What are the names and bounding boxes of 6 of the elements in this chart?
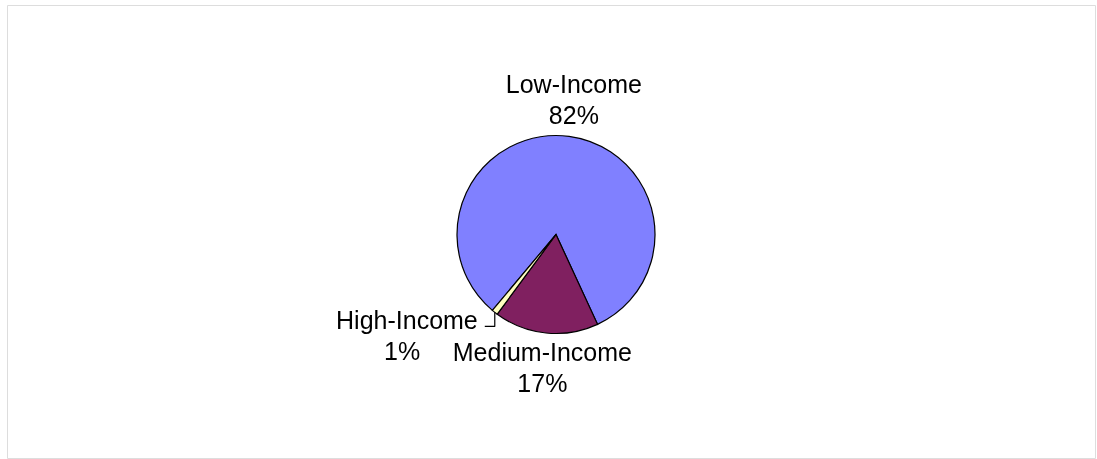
slice-label: High-Income [336,306,478,335]
data-label: 17% [517,369,568,398]
slice-label: Medium-Income [452,338,632,367]
data-label: 82% [548,101,599,130]
data-label: 1% [384,337,421,366]
slice-label: Low-Income [505,70,642,99]
